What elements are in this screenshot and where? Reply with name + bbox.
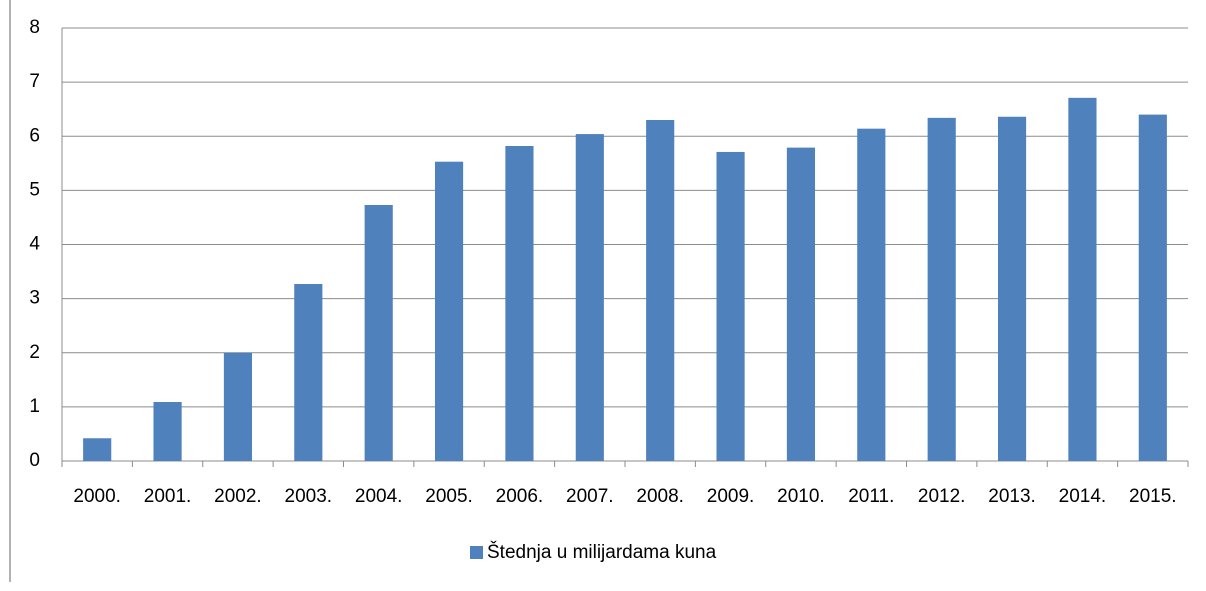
bar (997, 116, 1027, 461)
x-tick-label: 2011. (848, 486, 894, 507)
x-tick-label: 2000. (73, 486, 121, 507)
bar (1068, 97, 1097, 461)
x-tick-label: 2004. (355, 486, 403, 507)
x-tick-label: 2015. (1129, 486, 1177, 507)
bar (716, 151, 745, 462)
legend-swatch (470, 546, 483, 559)
y-tick-label: 1 (29, 396, 40, 417)
x-tick-label: 2006. (496, 486, 544, 507)
y-tick-label: 5 (29, 179, 40, 200)
bar (434, 161, 464, 461)
bar (575, 134, 604, 461)
legend-label: Štednja u milijardama kuna (487, 541, 717, 563)
bar (857, 128, 886, 462)
bar (153, 402, 182, 461)
x-tick-label: 2008. (636, 486, 684, 507)
y-tick-label: 4 (29, 234, 40, 255)
bar (223, 352, 253, 461)
y-tick-label: 3 (29, 288, 40, 309)
bar (364, 204, 393, 461)
x-tick-label: 2005. (425, 486, 473, 507)
x-tick-label: 2001. (144, 486, 192, 507)
x-tick-label: 2007. (566, 486, 614, 507)
bar (927, 117, 956, 461)
y-tick-label: 2 (29, 342, 40, 363)
y-tick-label: 0 (29, 450, 40, 471)
x-tick-label: 2002. (214, 486, 262, 507)
bar (1138, 114, 1167, 461)
y-tick-label: 6 (29, 125, 40, 146)
y-tick-label: 8 (29, 17, 40, 38)
x-tick-label: 2012. (918, 486, 966, 507)
x-tick-label: 2009. (707, 486, 755, 507)
bar (294, 284, 323, 461)
bar (786, 147, 816, 461)
x-tick-label: 2010. (777, 486, 825, 507)
x-tick-label: 2014. (1059, 486, 1107, 507)
bar (646, 120, 675, 461)
bar (505, 145, 534, 461)
y-tick-label: 7 (29, 71, 40, 92)
x-tick-label: 2003. (285, 486, 333, 507)
bar (83, 438, 112, 461)
x-tick-label: 2013. (988, 486, 1036, 507)
